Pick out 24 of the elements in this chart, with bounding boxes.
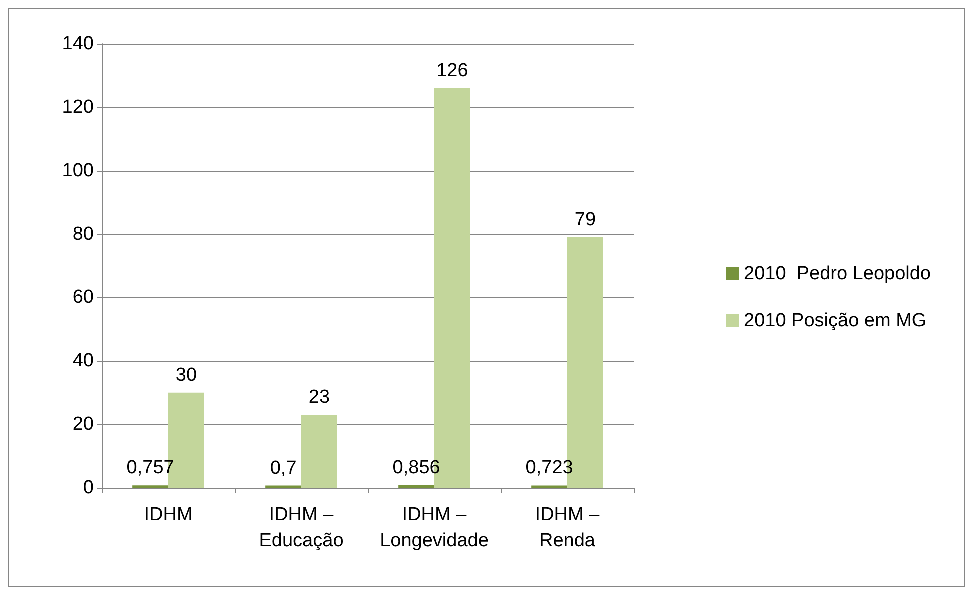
y-tick-label: 20 (72, 414, 94, 436)
x-tick-label: IDHM – Longevidade (380, 504, 489, 552)
data-label: 30 (176, 364, 198, 386)
y-tick-label: 100 (62, 160, 94, 182)
data-label: 126 (436, 60, 468, 82)
data-label: 0,856 (392, 457, 440, 478)
y-tick-label: 40 (72, 350, 94, 372)
legend-label: 2010 Pedro Leopoldo (744, 264, 932, 284)
data-label: 0,7 (270, 458, 297, 479)
bar (398, 485, 434, 488)
y-tick-label: 0 (83, 478, 94, 498)
y-tick-label: 60 (72, 287, 94, 308)
legend-label: 2010 Posição em MG (744, 310, 927, 332)
y-tick-label: 80 (72, 224, 94, 245)
x-tick-label: IDHM (144, 504, 193, 526)
bar (302, 415, 338, 488)
x-tick-label: IDHM – Educação (259, 504, 344, 552)
data-label: 23 (308, 387, 330, 408)
data-label: 0,757 (126, 458, 174, 479)
data-label: 79 (574, 209, 596, 230)
x-tick-label: IDHM – Renda (535, 504, 600, 552)
data-label: 0,723 (526, 458, 574, 479)
y-tick-label: 140 (62, 34, 94, 54)
y-tick-label: 120 (62, 96, 94, 118)
